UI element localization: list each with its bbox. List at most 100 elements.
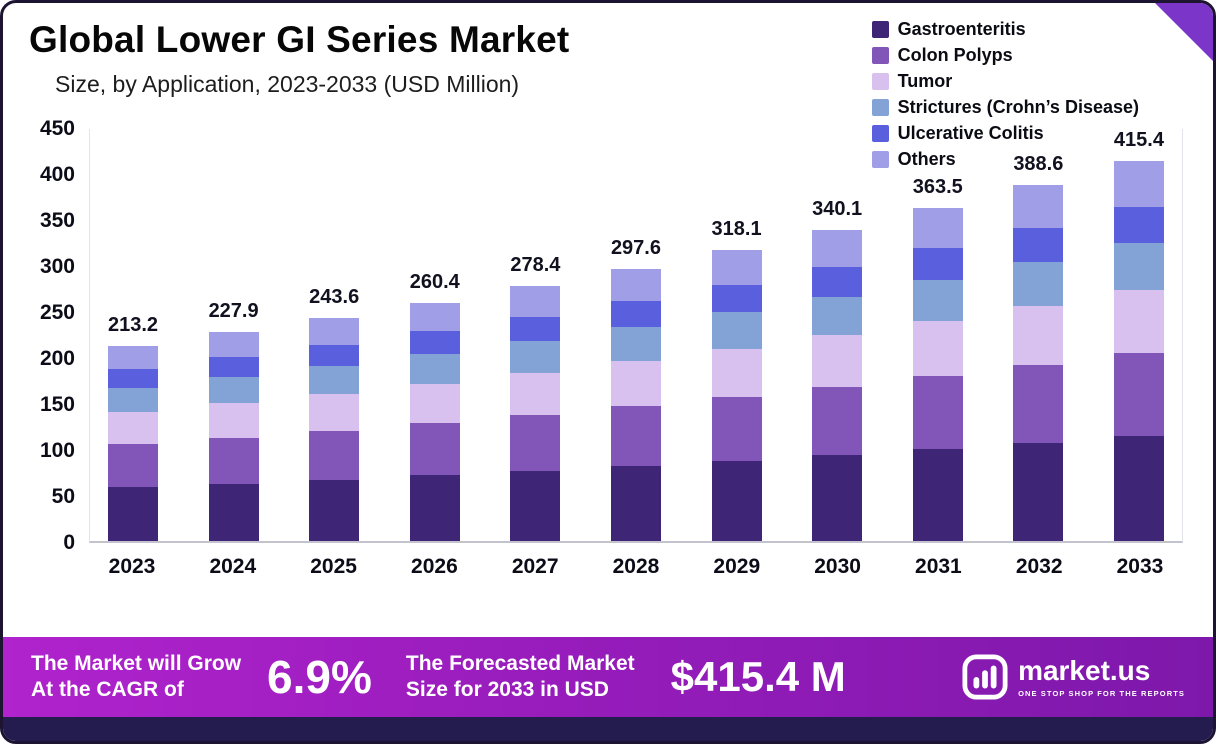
y-tick-label: 250	[39, 301, 75, 324]
bar-segment	[1113, 436, 1164, 541]
bar-segment	[208, 357, 259, 378]
bar-segment	[108, 345, 158, 370]
legend: Gastroenteritis Colon Polyps Tumor Strictur…	[871, 19, 1139, 170]
bar-segment	[812, 386, 863, 456]
legend-swatch	[871, 21, 889, 38]
bar-segment	[1113, 161, 1164, 207]
bar-segment	[711, 284, 762, 313]
header: Global Lower GI Series Market Size, by A…	[3, 3, 1213, 123]
bar-column: 278.4	[510, 129, 560, 541]
y-tick-label: 400	[39, 163, 75, 186]
legend-item: Others	[871, 149, 1139, 170]
bar-segment	[812, 455, 863, 541]
legend-item: Strictures (Crohn’s Disease)	[871, 97, 1139, 118]
bar-segment	[309, 365, 360, 394]
bar-segment	[108, 487, 158, 542]
bar-segment	[1013, 364, 1064, 444]
bar-total-label: 363.5	[912, 176, 963, 199]
legend-label: Gastroenteritis	[897, 19, 1026, 39]
bar-column: 388.6	[1013, 129, 1063, 541]
bar-segment	[812, 296, 863, 336]
bar-column: 415.4	[1114, 129, 1164, 541]
bar-total-label: 278.4	[510, 254, 561, 277]
bar-total-label: 227.9	[208, 300, 259, 323]
bar-segment	[108, 387, 158, 413]
y-tick-label: 450	[39, 117, 75, 140]
legend-label: Ulcerative Colitis	[897, 123, 1044, 143]
x-tick-label: 2033	[1116, 555, 1164, 578]
legend-item: Tumor	[871, 71, 1139, 92]
legend-item: Gastroenteritis	[871, 19, 1139, 40]
bar-segment	[409, 302, 460, 332]
bar-stack	[510, 286, 561, 541]
legend-label: Tumor	[897, 71, 953, 91]
bar-segment	[108, 412, 158, 445]
bar-stack	[409, 302, 460, 541]
bar-segment	[711, 348, 762, 397]
y-tick-label: 0	[63, 531, 75, 554]
x-tick-label: 2023	[108, 555, 156, 578]
bar-segment	[1013, 443, 1064, 541]
bar-stack	[208, 332, 259, 541]
bar-stack	[1013, 185, 1064, 541]
page-title: Global Lower GI Series Market	[29, 19, 570, 60]
forecast-caption: The Forecasted Market Size for 2033 in U…	[406, 651, 635, 704]
legend-item: Ulcerative Colitis	[871, 123, 1139, 144]
bar-column: 227.9	[209, 129, 259, 541]
bar-segment	[912, 208, 963, 249]
bar-segment	[108, 369, 158, 388]
legend-label: Others	[897, 149, 956, 169]
bar-segment	[1113, 352, 1164, 437]
bar-total-label: 243.6	[309, 285, 360, 308]
bar-segment	[409, 353, 460, 384]
bar-stack	[912, 208, 963, 541]
bar-segment	[409, 331, 460, 354]
x-tick-label: 2031	[915, 555, 962, 578]
bar-segment	[510, 316, 561, 341]
bar-column: 340.1	[812, 129, 862, 541]
x-tick-label: 2027	[511, 555, 559, 578]
y-tick-label: 150	[39, 393, 75, 417]
bar-segment	[1013, 306, 1064, 365]
bar-total-label: 213.2	[107, 313, 159, 336]
bar-total-label: 340.1	[812, 197, 863, 220]
bar-column: 260.4	[410, 129, 460, 541]
bar-segment	[1113, 290, 1164, 353]
forecast-caption-line2: Size for 2033 in USD	[405, 678, 609, 701]
bar-segment	[711, 460, 762, 541]
legend-item: Colon Polyps	[871, 45, 1139, 66]
bar-segment	[610, 327, 661, 362]
bar-stack	[711, 249, 762, 541]
forecast-caption-line1: The Forecasted Market	[405, 651, 635, 675]
bar-total-label: 318.1	[711, 217, 762, 240]
page-subtitle: Size, by Application, 2023-2033 (USD Mil…	[55, 71, 520, 97]
bar-segment	[912, 279, 963, 322]
legend-label: Strictures (Crohn’s Disease)	[897, 97, 1139, 117]
y-axis: 0 50 100 150 200 250 300 350 400 450	[17, 117, 89, 554]
footer-banner: The Market will Grow At the CAGR of 6.9%…	[3, 637, 1213, 717]
cagr-value: 6.9%	[267, 651, 372, 703]
cagr-caption-line1: The Market will Grow	[31, 651, 242, 675]
bar-segment	[610, 301, 661, 328]
bar-segment	[711, 396, 762, 461]
bar-column: 213.2	[107, 129, 159, 542]
y-tick-label: 100	[39, 439, 75, 462]
bar-segment	[309, 344, 360, 366]
bar-segment	[108, 444, 158, 488]
plot-columns: 213.2 227.9 243.6 260.4 278.4 297.6 318.1 340.1…	[90, 129, 1182, 542]
bar-total-label: 297.6	[610, 236, 661, 259]
bar-segment	[610, 406, 661, 467]
bar-segment	[409, 383, 460, 423]
x-tick-label: 2030	[814, 555, 861, 578]
bar-column: 363.5	[913, 129, 963, 541]
y-tick-label: 350	[39, 209, 75, 232]
bottom-strip	[3, 717, 1213, 741]
x-tick-label: 2032	[1015, 555, 1063, 578]
corner-decoration	[1155, 3, 1213, 61]
bar-total-label: 415.4	[1113, 129, 1164, 151]
bar-segment	[711, 249, 762, 285]
bar-segment	[912, 321, 963, 377]
bar-segment	[510, 340, 561, 373]
bar-segment	[912, 248, 963, 280]
bar-segment	[812, 229, 863, 267]
